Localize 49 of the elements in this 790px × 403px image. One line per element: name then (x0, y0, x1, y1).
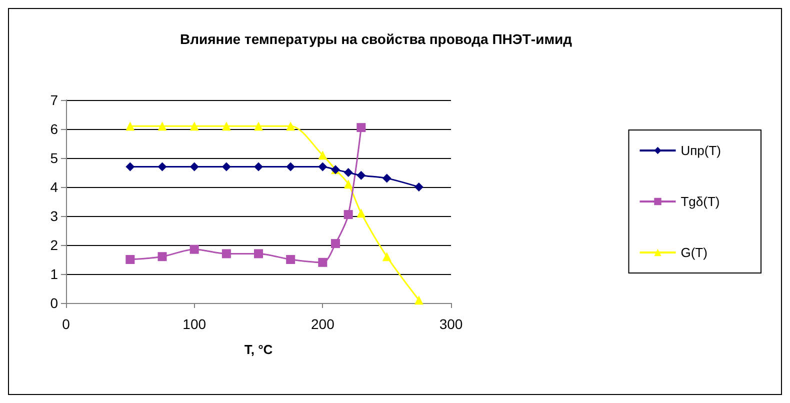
point (158, 252, 167, 262)
y-tick-label: 4 (50, 179, 58, 195)
point (318, 150, 328, 160)
point (356, 170, 366, 180)
point (286, 162, 296, 172)
point (126, 255, 135, 264)
point (318, 258, 328, 267)
point (286, 122, 296, 131)
point (414, 296, 424, 305)
legend-label: G(T) (680, 245, 708, 260)
point (126, 122, 135, 131)
point (344, 180, 353, 189)
point (190, 162, 199, 172)
point (222, 122, 231, 131)
point (356, 208, 366, 218)
point (318, 162, 328, 172)
point (190, 122, 199, 131)
point (254, 162, 263, 172)
point (414, 182, 424, 192)
y-tick-label: 3 (50, 208, 58, 224)
y-tick-label: 6 (50, 121, 58, 137)
legend-label: Tgδ(T) (680, 194, 720, 209)
point (382, 252, 392, 262)
point (190, 244, 199, 254)
point (254, 122, 263, 131)
y-tick-label: 0 (50, 295, 58, 311)
point (344, 168, 353, 177)
point (382, 174, 392, 183)
y-tick-label: 1 (50, 266, 58, 282)
x-axis-title: T, °C (244, 342, 274, 357)
point (254, 249, 263, 258)
point (331, 239, 340, 248)
legend-label: Uпр(T) (680, 143, 722, 158)
x-tick-label: 200 (310, 316, 335, 332)
y-tick-label: 5 (50, 150, 58, 166)
chart-title: Влияние температуры на свойства провода ПНЭТ-имид (180, 31, 572, 47)
x-tick-label: 300 (439, 316, 463, 332)
point (286, 255, 296, 264)
y-tick-label: 7 (50, 92, 58, 108)
point (158, 162, 167, 172)
point (158, 122, 167, 131)
point (344, 210, 353, 220)
point (356, 123, 366, 132)
point (222, 249, 231, 258)
y-tick-label: 2 (50, 237, 58, 253)
x-tick-label: 100 (182, 316, 206, 332)
point (222, 162, 231, 172)
point (126, 162, 135, 172)
x-tick-label: 0 (62, 316, 70, 332)
